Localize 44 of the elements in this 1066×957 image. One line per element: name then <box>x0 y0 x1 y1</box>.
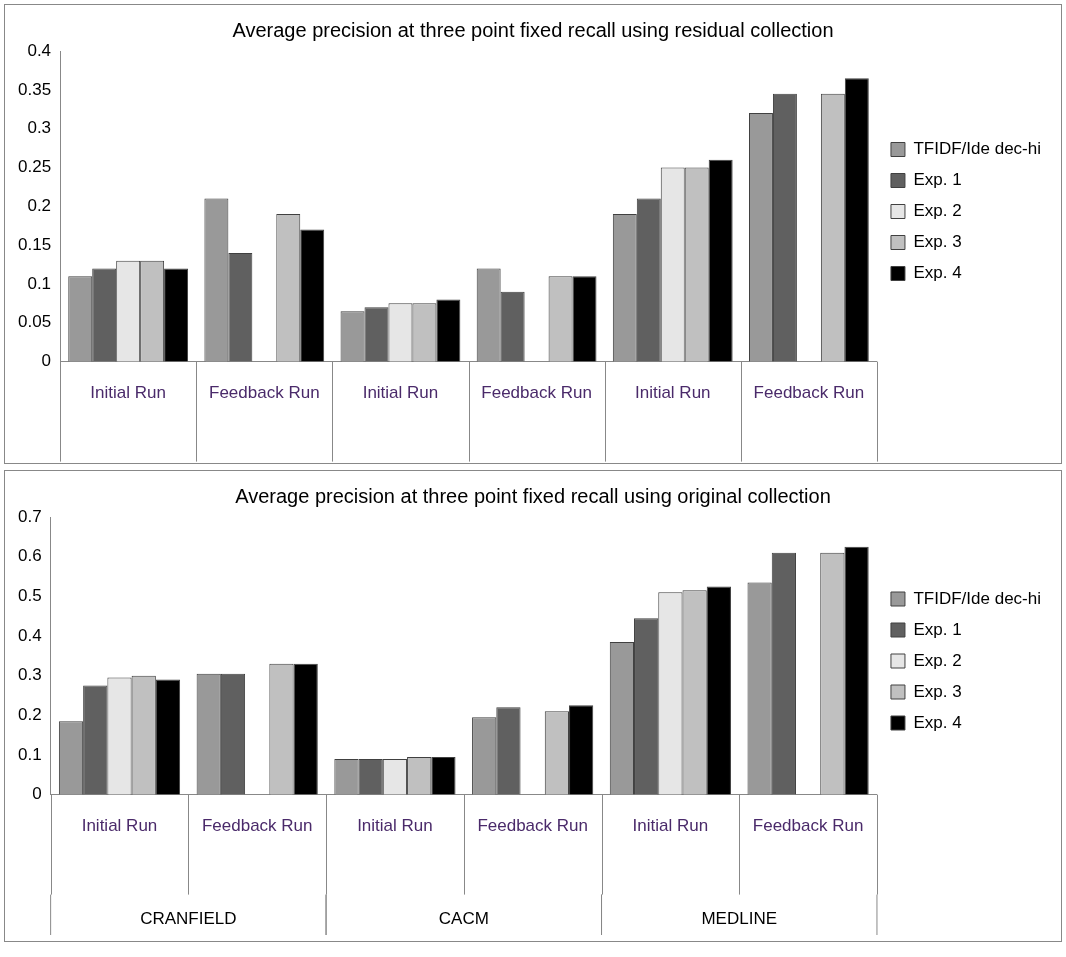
y-tick-label: 0.5 <box>17 586 42 605</box>
legend-label: Exp. 1 <box>913 170 962 190</box>
y-tick-label: 0.1 <box>27 273 52 293</box>
x-tick-label: Feedback Run <box>209 383 320 403</box>
x-tick-label: Feedback Run <box>752 816 864 836</box>
x-tick-label: Feedback Run <box>477 816 588 836</box>
legend-label: TFIDF/Ide dec-hi <box>913 588 1042 608</box>
y-tick-label: 0.3 <box>17 665 42 685</box>
text: MEDLINE <box>701 909 778 929</box>
y-tick-label: 0.4 <box>17 625 42 645</box>
legend-label: Exp. 2 <box>913 650 962 670</box>
text: CACM <box>438 909 489 929</box>
legend-label: Exp. 4 <box>913 712 962 732</box>
y-tick-label: 0.2 <box>27 195 52 215</box>
legend-label: TFIDF/Ide dec-hi <box>913 139 1042 159</box>
y-tick-label: 0.6 <box>17 546 42 566</box>
y-tick-label: 0.15 <box>17 234 52 254</box>
y-tick-label: 0.1 <box>17 744 42 764</box>
y-tick-label: 0.05 <box>17 312 52 332</box>
y-tick-label: 0 <box>41 351 52 371</box>
y-tick-label: 0.2 <box>17 704 42 724</box>
x-tick-label: Initial Run <box>90 383 166 403</box>
x-tick-label: Feedback Run <box>481 383 592 403</box>
x-tick-label: Feedback Run <box>753 383 865 403</box>
chart-title: Average precision at three point fixed recall using original collection <box>235 484 831 507</box>
y-tick-label: 0.25 <box>17 157 52 177</box>
x-tick-label: Initial Run <box>357 816 433 836</box>
legend-label: Exp. 1 <box>913 619 962 639</box>
text: CRANFIELD <box>140 909 237 929</box>
x-tick-label: Initial Run <box>634 383 711 403</box>
legend-label: Exp. 3 <box>913 681 962 701</box>
x-tick-label: Initial Run <box>632 816 709 836</box>
y-tick-label: 0.7 <box>17 506 42 526</box>
legend-label: Exp. 2 <box>913 201 962 221</box>
y-tick-label: 0.4 <box>27 40 52 60</box>
legend-label: Exp. 4 <box>913 263 962 283</box>
x-tick-label: Feedback Run <box>201 816 313 836</box>
x-tick-label: Initial Run <box>362 383 439 403</box>
y-tick-label: 0 <box>32 784 42 804</box>
y-tick-label: 0.35 <box>17 79 52 99</box>
chart-title: Average precision at three point fixed recall using residual collection <box>232 18 834 41</box>
y-tick-label: 0.3 <box>27 118 52 138</box>
x-tick-label: Initial Run <box>81 816 158 836</box>
legend-label: Exp. 3 <box>913 232 962 252</box>
